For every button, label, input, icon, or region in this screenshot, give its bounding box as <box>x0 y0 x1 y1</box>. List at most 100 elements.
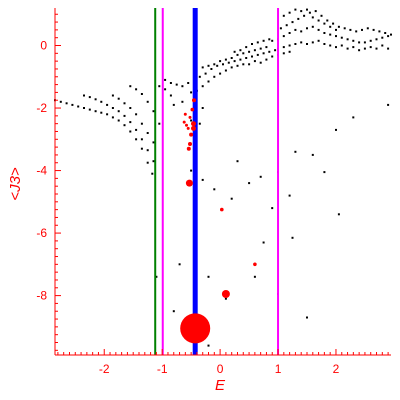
scatter-point <box>123 124 126 127</box>
scatter-point <box>100 111 103 114</box>
scatter-point <box>262 52 265 55</box>
y-tick-label: 0 <box>40 39 47 53</box>
scatter-point <box>201 178 204 181</box>
scatter-point <box>190 91 193 94</box>
scatter-point <box>303 14 306 17</box>
scatter-point <box>279 27 282 30</box>
scatter-point <box>77 105 80 108</box>
highlighted-point <box>192 98 196 103</box>
highlighted-points <box>180 98 257 344</box>
scatter-point <box>300 41 303 44</box>
scatter-point <box>288 50 291 53</box>
scatter-point <box>140 93 143 95</box>
scatter-point <box>227 61 230 64</box>
scatter-point <box>259 175 262 178</box>
scatter-point <box>381 44 384 47</box>
scatter-point <box>300 30 303 33</box>
scatter-point <box>230 57 233 59</box>
scatter-point <box>352 116 355 119</box>
scatter-point <box>181 100 184 103</box>
scatter-point <box>282 46 285 49</box>
scatter-point <box>311 41 314 44</box>
scatter-point <box>83 107 85 109</box>
scatter-point <box>236 53 239 56</box>
scatter-point <box>135 128 138 131</box>
scatter-point <box>306 27 308 30</box>
scatter-point <box>387 35 390 38</box>
scatter-point <box>329 33 332 36</box>
scatter-point <box>335 46 337 49</box>
scatter-point <box>343 27 346 30</box>
y-axis-label: <J3> <box>7 167 24 201</box>
y-tick-label: -8 <box>36 289 47 303</box>
scatter-point <box>117 110 120 113</box>
scatter-point <box>181 85 184 88</box>
y-tick-label: -2 <box>36 101 47 115</box>
scatter-point <box>288 11 291 14</box>
scatter-point <box>271 39 274 42</box>
scatter-point <box>288 32 291 34</box>
highlighted-point <box>185 179 193 187</box>
scatter-point <box>140 122 143 125</box>
scatter-point <box>236 160 239 163</box>
scatter-point <box>213 63 216 66</box>
scatter-point <box>100 100 103 103</box>
scatter-point <box>224 297 227 300</box>
scatter-point <box>230 197 233 200</box>
scatter-point <box>323 22 326 25</box>
highlighted-point <box>189 132 194 137</box>
reference-lines <box>154 8 280 355</box>
highlighted-point <box>183 112 187 116</box>
scatter-point <box>297 17 300 20</box>
highlighted-point <box>191 125 196 131</box>
scatter-point <box>210 68 213 70</box>
scatter-point <box>242 52 245 55</box>
scatter-point <box>207 64 210 67</box>
scatter-point <box>311 25 314 28</box>
scatter-point <box>259 61 262 64</box>
scatter-point <box>140 138 143 141</box>
scatter-point <box>256 53 259 56</box>
scatter-point <box>152 110 155 113</box>
scatter-point <box>387 47 390 50</box>
highlighted-point <box>185 123 188 127</box>
scatter-point <box>164 88 167 91</box>
scatter-point <box>152 160 155 163</box>
scatter-point <box>190 119 193 122</box>
scatter-point <box>340 36 343 39</box>
scatter-point <box>129 85 132 88</box>
highlighted-point <box>191 121 196 127</box>
scatter-point <box>346 47 349 50</box>
scatter-point <box>390 33 392 36</box>
scatter-point <box>207 80 210 83</box>
highlighted-point <box>186 126 190 130</box>
scatter-point <box>282 35 285 38</box>
scatter-point <box>207 275 210 278</box>
scatter-point <box>308 11 311 14</box>
scatter-point <box>146 100 149 103</box>
scatter-point <box>169 94 172 97</box>
scatter-point <box>219 72 222 75</box>
scatter-point <box>369 39 372 42</box>
scatter-point <box>135 113 138 116</box>
scatter-point <box>326 19 329 22</box>
scatter-point <box>366 27 369 30</box>
scatter-point <box>129 121 132 124</box>
scatter-point <box>158 85 161 88</box>
scatter-point <box>306 8 308 11</box>
scatter-point <box>372 28 375 31</box>
scatter-point <box>288 194 291 197</box>
data-points <box>54 8 392 347</box>
axes <box>54 8 391 356</box>
scatter-point <box>146 149 149 152</box>
scatter-point <box>248 182 251 185</box>
highlighted-point <box>188 115 192 119</box>
scatter-point <box>363 47 366 50</box>
highlighted-point <box>188 142 192 146</box>
scatter-point <box>94 98 97 101</box>
scatter-point <box>201 66 204 69</box>
scatter-point <box>201 85 204 88</box>
scatter-point <box>251 55 253 58</box>
scatter-point <box>349 28 352 31</box>
scatter-point <box>323 171 326 174</box>
